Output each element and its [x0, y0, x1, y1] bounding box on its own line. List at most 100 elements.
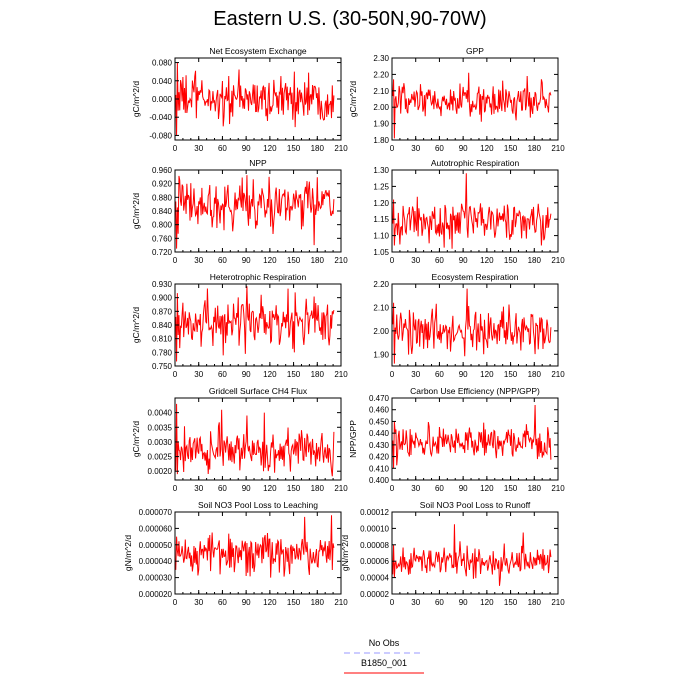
x-tick-label: 150	[504, 484, 518, 493]
y-tick-label: 0.900	[152, 294, 173, 303]
y-tick-label: 1.05	[373, 248, 389, 257]
y-tick-label: 0.870	[152, 307, 173, 316]
series-line-b1850	[175, 62, 335, 136]
y-tick-label: 0.00006	[360, 557, 389, 566]
x-tick-label: 90	[459, 256, 468, 265]
x-tick-label: 180	[528, 144, 542, 153]
x-tick-label: 90	[459, 484, 468, 493]
x-tick-label: 60	[435, 256, 444, 265]
series-line-b1850	[175, 175, 335, 249]
x-tick-label: 0	[390, 598, 395, 607]
chart-panel-carbon-use-efficiency-npp-gpp: Carbon Use Efficiency (NPP/GPP) 0 30 60 90 12…	[348, 386, 565, 493]
y-tick-label: 0.000070	[139, 508, 173, 517]
x-tick-label: 60	[218, 484, 227, 493]
x-tick-label: 180	[311, 598, 325, 607]
y-tick-label: 0.0035	[148, 423, 173, 432]
x-tick-label: 30	[411, 144, 420, 153]
y-tick-label: 1.20	[373, 199, 389, 208]
y-tick-label: 0.00008	[360, 541, 389, 550]
y-tick-label: 1.10	[373, 232, 389, 241]
y-tick-label: 0.000040	[139, 557, 173, 566]
y-axis-label: gN/m^2/d	[123, 535, 133, 571]
x-tick-label: 30	[194, 598, 203, 607]
x-tick-label: 60	[218, 144, 227, 153]
y-tick-label: 0.00004	[360, 574, 389, 583]
x-tick-label: 60	[218, 370, 227, 379]
x-tick-label: 210	[334, 598, 348, 607]
x-tick-label: 120	[263, 484, 277, 493]
y-tick-label: 2.30	[373, 54, 389, 63]
y-tick-label: 0.080	[152, 59, 173, 68]
x-tick-label: 90	[459, 370, 468, 379]
x-tick-label: 180	[528, 256, 542, 265]
y-tick-label: 0.720	[152, 248, 173, 257]
y-tick-label: 1.25	[373, 182, 389, 191]
y-tick-label: 0.840	[152, 207, 173, 216]
x-tick-label: 0	[390, 144, 395, 153]
x-tick-label: 150	[504, 256, 518, 265]
panel-title: GPP	[466, 46, 484, 56]
x-tick-label: 180	[311, 370, 325, 379]
y-tick-label: 2.10	[373, 303, 389, 312]
x-tick-label: 60	[218, 256, 227, 265]
y-tick-label: 0.960	[152, 166, 173, 175]
x-tick-label: 0	[173, 598, 178, 607]
x-tick-label: 90	[242, 598, 251, 607]
x-tick-label: 210	[551, 256, 565, 265]
x-tick-label: 150	[504, 598, 518, 607]
x-tick-label: 210	[551, 144, 565, 153]
y-tick-label: 0.400	[369, 476, 390, 485]
panel-title: Ecosystem Respiration	[432, 272, 519, 282]
x-tick-label: 150	[287, 144, 301, 153]
x-tick-label: 90	[242, 484, 251, 493]
chart-panel-gpp: GPP 0 30 60 90 120 150 180 210 1.80 1.90 2.00 2.10 2.…	[348, 46, 565, 153]
y-tick-label: 0.760	[152, 234, 173, 243]
y-tick-label: 0.880	[152, 193, 173, 202]
y-tick-label: 0.440	[369, 429, 390, 438]
x-tick-label: 150	[504, 144, 518, 153]
x-tick-label: 0	[390, 484, 395, 493]
x-tick-label: 120	[480, 256, 494, 265]
x-tick-label: 90	[242, 256, 251, 265]
legend-label-no-obs: No Obs	[369, 638, 400, 648]
y-tick-label: 0.420	[369, 453, 390, 462]
x-tick-label: 0	[173, 484, 178, 493]
y-tick-label: 0.00010	[360, 524, 389, 533]
plot-frame	[391, 57, 559, 141]
panel-title: NPP	[249, 158, 267, 168]
x-tick-label: 210	[334, 256, 348, 265]
y-tick-label: 0.810	[152, 335, 173, 344]
y-tick-label: 0.920	[152, 180, 173, 189]
x-tick-label: 30	[194, 256, 203, 265]
x-tick-label: 0	[173, 370, 178, 379]
y-tick-label: 0.840	[152, 321, 173, 330]
x-tick-label: 120	[263, 144, 277, 153]
y-axis-label: gC/m^2/d	[131, 421, 141, 457]
legend-label-b1850: B1850_001	[361, 658, 407, 668]
x-tick-label: 120	[480, 598, 494, 607]
x-tick-label: 60	[435, 484, 444, 493]
x-tick-label: 210	[551, 370, 565, 379]
y-tick-label: 1.15	[373, 215, 389, 224]
panel-title: Soil NO3 Pool Loss to Runoff	[420, 500, 531, 510]
chart-panel-gridcell-surface-ch4-flux: Gridcell Surface CH4 Flux 0 30 60 90 120 150 18…	[131, 386, 348, 493]
x-tick-label: 180	[528, 370, 542, 379]
x-tick-label: 120	[480, 484, 494, 493]
panel-title: Gridcell Surface CH4 Flux	[209, 386, 308, 396]
y-tick-label: 0.410	[369, 464, 390, 473]
series-line-b1850	[392, 405, 552, 469]
x-tick-label: 90	[459, 598, 468, 607]
panel-title: Carbon Use Efficiency (NPP/GPP)	[410, 386, 540, 396]
x-tick-label: 30	[194, 370, 203, 379]
x-tick-label: 30	[411, 598, 420, 607]
chart-panels: Net Ecosystem Exchange 0 30 60 90 120 150 180 21…	[123, 46, 565, 607]
x-tick-label: 120	[480, 144, 494, 153]
x-tick-label: 30	[411, 256, 420, 265]
x-tick-label: 150	[504, 370, 518, 379]
y-tick-label: 2.00	[373, 327, 389, 336]
y-tick-label: 0.450	[369, 417, 390, 426]
y-tick-label: 0.460	[369, 406, 390, 415]
x-tick-label: 210	[334, 484, 348, 493]
y-tick-label: 2.20	[373, 70, 389, 79]
series-line-b1850	[175, 515, 335, 578]
